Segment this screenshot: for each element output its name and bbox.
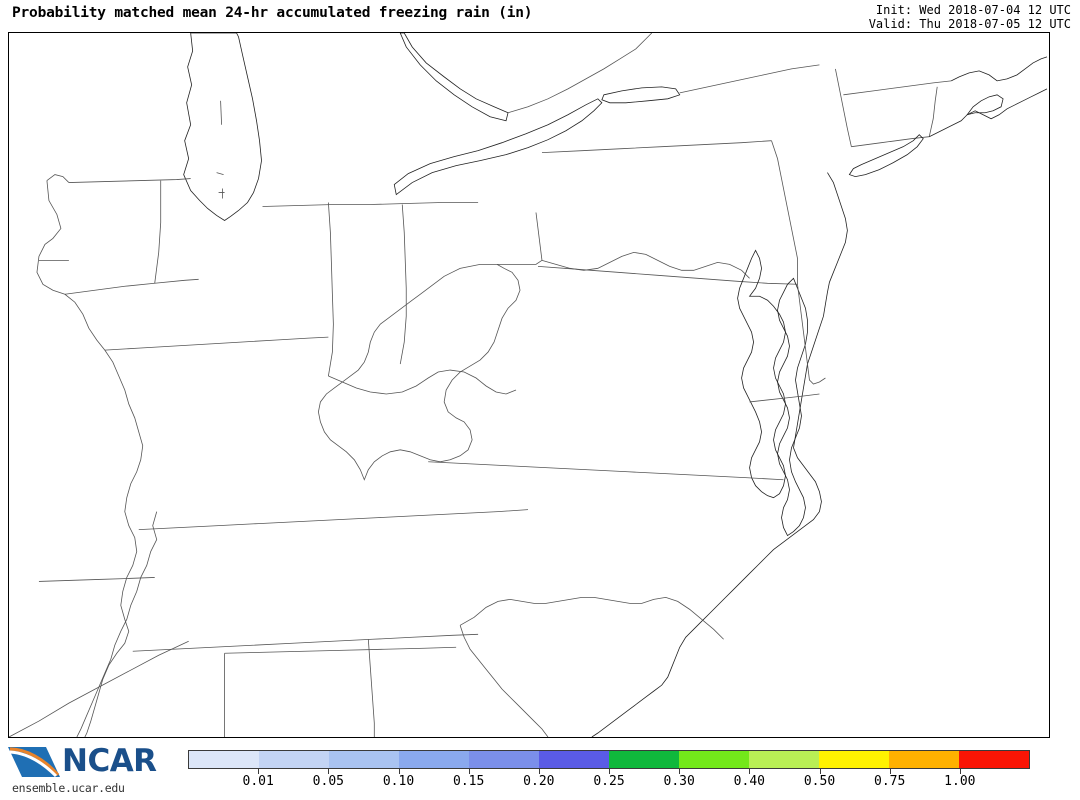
state-border-michigan-indiana-ohio bbox=[263, 203, 479, 207]
state-border-kentucky-tennessee bbox=[139, 510, 528, 530]
colorbar-tick-label-4: 0.20 bbox=[523, 774, 555, 789]
colorbar-segment-6 bbox=[609, 751, 679, 768]
state-border-newyork-east bbox=[835, 69, 851, 147]
ncar-logo[interactable]: NCAR ensemble.ucar.edu bbox=[6, 743, 171, 795]
state-border-wisconsin bbox=[69, 179, 191, 183]
atlantic-coastline bbox=[592, 173, 848, 737]
state-border-wisconsin-illinois bbox=[155, 181, 161, 284]
state-border-iowa-illinois bbox=[65, 279, 199, 294]
colorbar-tick-6 bbox=[679, 769, 681, 774]
valid-time-label: Valid: Thu 2018-07-05 12 UTC bbox=[868, 17, 1071, 31]
maryland-inland-border bbox=[542, 252, 750, 278]
colorbar-tick-3 bbox=[468, 769, 470, 774]
colorbar-segment-2 bbox=[329, 751, 399, 768]
colorbar-segment-7 bbox=[679, 751, 749, 768]
state-border-maryland-virginia bbox=[750, 394, 820, 402]
colorbar-segment-1 bbox=[259, 751, 329, 768]
forecast-time-block: Init: Wed 2018-07-04 12 UTC Valid: Thu 2… bbox=[869, 3, 1071, 31]
colorbar-tick-1 bbox=[328, 769, 330, 774]
page-title: Probability matched mean 24-hr accumulat… bbox=[12, 5, 533, 21]
colorbar-tick-label-9: 0.75 bbox=[874, 774, 906, 789]
delmarva-peninsula bbox=[778, 278, 808, 535]
ncar-mark-icon bbox=[8, 747, 60, 778]
colorbar-tick-label-0: 0.01 bbox=[242, 774, 274, 789]
state-border-southwest-diagonal bbox=[9, 641, 189, 737]
colorbar-tick-7 bbox=[749, 769, 751, 774]
state-border-mississippi-alabama bbox=[368, 639, 374, 737]
colorbar[interactable]: 0.01 0.05 0.10 0.15 0.20 0.25 0.30 0.40 0.50 0.75… bbox=[188, 750, 1030, 796]
ncar-url-label: ensemble.ucar.edu bbox=[12, 781, 125, 795]
colorbar-labels: 0.01 0.05 0.10 0.15 0.20 0.25 0.30 0.40 0.50 0.75… bbox=[188, 774, 1030, 794]
colorbar-tick-label-6: 0.30 bbox=[663, 774, 695, 789]
state-border-northcarolina-southcarolina bbox=[460, 597, 723, 639]
lake-erie-outline bbox=[394, 99, 602, 195]
state-border-massachusetts-south bbox=[851, 137, 929, 147]
colorbar-segment-3 bbox=[399, 751, 469, 768]
lake-ontario-outline bbox=[602, 87, 680, 103]
cape-cod-coast bbox=[967, 95, 1003, 115]
colorbar-gradient bbox=[188, 750, 1030, 769]
new-england-coast bbox=[929, 57, 1047, 137]
state-border-horizontal-1 bbox=[39, 175, 69, 261]
colorbar-segment-4 bbox=[469, 751, 539, 768]
footer-bar: NCAR ensemble.ucar.edu 0.01 0.05 0.10 0.15 0… bbox=[0, 740, 1080, 800]
state-borders-west bbox=[37, 181, 143, 737]
state-border-georgia-west bbox=[225, 647, 457, 653]
lake-huron-outline bbox=[400, 33, 508, 121]
colorbar-tick-9 bbox=[889, 769, 891, 774]
colorbar-segment-8 bbox=[749, 751, 819, 768]
ncar-wordmark: NCAR bbox=[62, 743, 157, 779]
state-border-missouri-arkansas bbox=[39, 577, 155, 581]
colorbar-tick-label-3: 0.15 bbox=[453, 774, 485, 789]
state-border-delaware bbox=[797, 284, 825, 384]
lake-michigan-outline bbox=[184, 33, 262, 220]
west-virginia-panhandle bbox=[497, 212, 542, 264]
colorbar-tick-label-8: 0.50 bbox=[803, 774, 836, 789]
state-border-tennessee-south bbox=[133, 634, 478, 651]
mississippi-river-line bbox=[77, 512, 157, 737]
state-border-pennsylvania-north bbox=[542, 141, 772, 153]
state-border-southcarolina-georgia bbox=[460, 625, 548, 737]
colorbar-segment-9 bbox=[819, 751, 889, 768]
colorbar-tick-label-5: 0.25 bbox=[593, 774, 625, 789]
state-border-indiana-ohio bbox=[400, 205, 406, 365]
colorbar-segment-11 bbox=[959, 751, 1029, 768]
colorbar-ticks bbox=[188, 769, 1030, 775]
state-border-illinois-indiana bbox=[328, 203, 333, 377]
map-panel[interactable] bbox=[8, 32, 1050, 738]
colorbar-tick-5 bbox=[609, 769, 610, 774]
colorbar-tick-label-10: 1.00 bbox=[944, 774, 976, 789]
colorbar-tick-2 bbox=[398, 769, 400, 774]
state-border-newyork-north bbox=[680, 65, 820, 93]
ohio-river-line bbox=[328, 370, 516, 394]
colorbar-tick-label-1: 0.05 bbox=[312, 774, 344, 789]
state-border-newyork-pennsylvania-east bbox=[772, 141, 798, 285]
colorbar-tick-4 bbox=[538, 769, 540, 774]
long-island-outline bbox=[849, 135, 923, 177]
state-border-massachusetts-north bbox=[843, 81, 951, 95]
map-canvas bbox=[9, 33, 1049, 737]
state-border-connecticut-rhodeisland bbox=[929, 87, 937, 137]
colorbar-segment-0 bbox=[189, 751, 259, 768]
colorbar-tick-label-7: 0.40 bbox=[733, 774, 765, 789]
colorbar-tick-0 bbox=[258, 769, 260, 774]
colorbar-tick-label-2: 0.10 bbox=[382, 774, 415, 789]
state-border-virginia-northcarolina bbox=[428, 462, 783, 480]
west-virginia-outline bbox=[318, 264, 520, 479]
state-border-interior-extra bbox=[105, 337, 329, 350]
colorbar-segment-5 bbox=[539, 751, 609, 768]
lake-michigan-inner-marks bbox=[217, 101, 225, 199]
colorbar-tick-10 bbox=[959, 769, 961, 774]
colorbar-segment-10 bbox=[889, 751, 959, 768]
colorbar-tick-8 bbox=[819, 769, 821, 774]
canada-border-line bbox=[508, 33, 652, 113]
init-time-label: Init: Wed 2018-07-04 12 UTC bbox=[875, 3, 1071, 17]
chesapeake-bay-west-shore bbox=[738, 250, 786, 497]
